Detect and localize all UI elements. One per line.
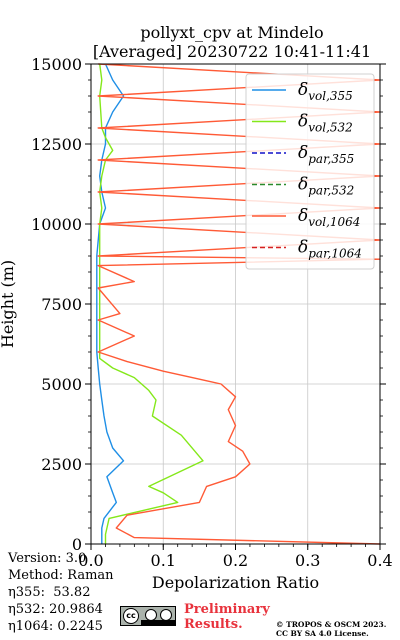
eta1064-value: 0.2245: [57, 619, 103, 634]
copyright-line1: © TROPOS & OSCM 2023.: [276, 620, 387, 629]
legend-box: [245, 73, 375, 270]
legend-entry: δpar,1064: [298, 238, 362, 261]
y-tick-label: 5000: [41, 375, 82, 394]
x-axis-label: Depolarization Ratio: [152, 573, 319, 592]
legend-entry: δpar,532: [298, 175, 354, 198]
eta1064-row: η1064: 0.2245: [8, 618, 114, 635]
x-tick-label: 0.0: [78, 551, 103, 570]
series-line: [99, 63, 204, 544]
x-tick-label: 0.2: [223, 551, 248, 570]
legend-entry: δvol,532: [298, 112, 353, 135]
eta532-value: 20.9864: [49, 602, 103, 617]
y-tick-label: 7500: [41, 295, 82, 314]
eta532-row: η532: 20.9864: [8, 601, 114, 618]
series-line: [97, 63, 381, 545]
y-tick-label: 0: [72, 535, 82, 554]
license-strip: [141, 620, 176, 625]
eta355-row: η355: 53.82: [8, 584, 114, 601]
eta532-label: η532:: [8, 602, 45, 617]
copyright-line2: CC BY SA 4.0 License.: [276, 629, 369, 638]
legend-entry: δvol,355: [298, 80, 353, 103]
preliminary-notice: Preliminary Results.: [184, 602, 270, 632]
cc-icon: cc: [123, 608, 139, 624]
chart-title: pollyxt_cpv at Mindelo: [140, 23, 323, 42]
chart-subtitle: [Averaged] 20230722 10:41-11:41: [93, 42, 371, 61]
y-tick-label: 2500: [41, 455, 82, 474]
version-text: Version: 3.0: [8, 551, 87, 566]
axis-ticks: 0.0 0.1 0.2 0.3 0.4 0 2500 5000 7500 10000 12500 15…: [31, 55, 393, 570]
legend: δvol,355 δvol,532 δpar,355 δpar,532 δvol,106…: [245, 73, 375, 270]
series-layer: [96, 63, 381, 545]
x-tick-label: 0.4: [367, 551, 392, 570]
y-tick-label: 15000: [31, 55, 82, 74]
preliminary-line1: Preliminary: [184, 602, 270, 617]
eta1064-label: η1064:: [8, 619, 54, 634]
preliminary-line2: Results.: [184, 617, 243, 632]
x-tick-label: 0.3: [295, 551, 320, 570]
y-tick-label: 12500: [31, 135, 82, 154]
legend-entry: δvol,1064: [298, 206, 360, 229]
copyright-notice: © TROPOS & OSCM 2023. CC BY SA 4.0 Licen…: [276, 620, 386, 638]
eta355-label: η355:: [8, 585, 45, 600]
y-tick-label: 10000: [31, 215, 82, 234]
x-tick-label: 0.1: [151, 551, 176, 570]
retrieval-metadata: Version: 3.0 Method: Raman η355: 53.82 η…: [8, 550, 114, 635]
cc-by-sa-icon: cc: [120, 606, 176, 626]
y-axis-label: Height (m): [0, 260, 17, 348]
method-text: Method: Raman: [8, 568, 114, 583]
eta355-value: 53.82: [53, 585, 91, 600]
legend-entry: δpar,355: [298, 143, 354, 166]
